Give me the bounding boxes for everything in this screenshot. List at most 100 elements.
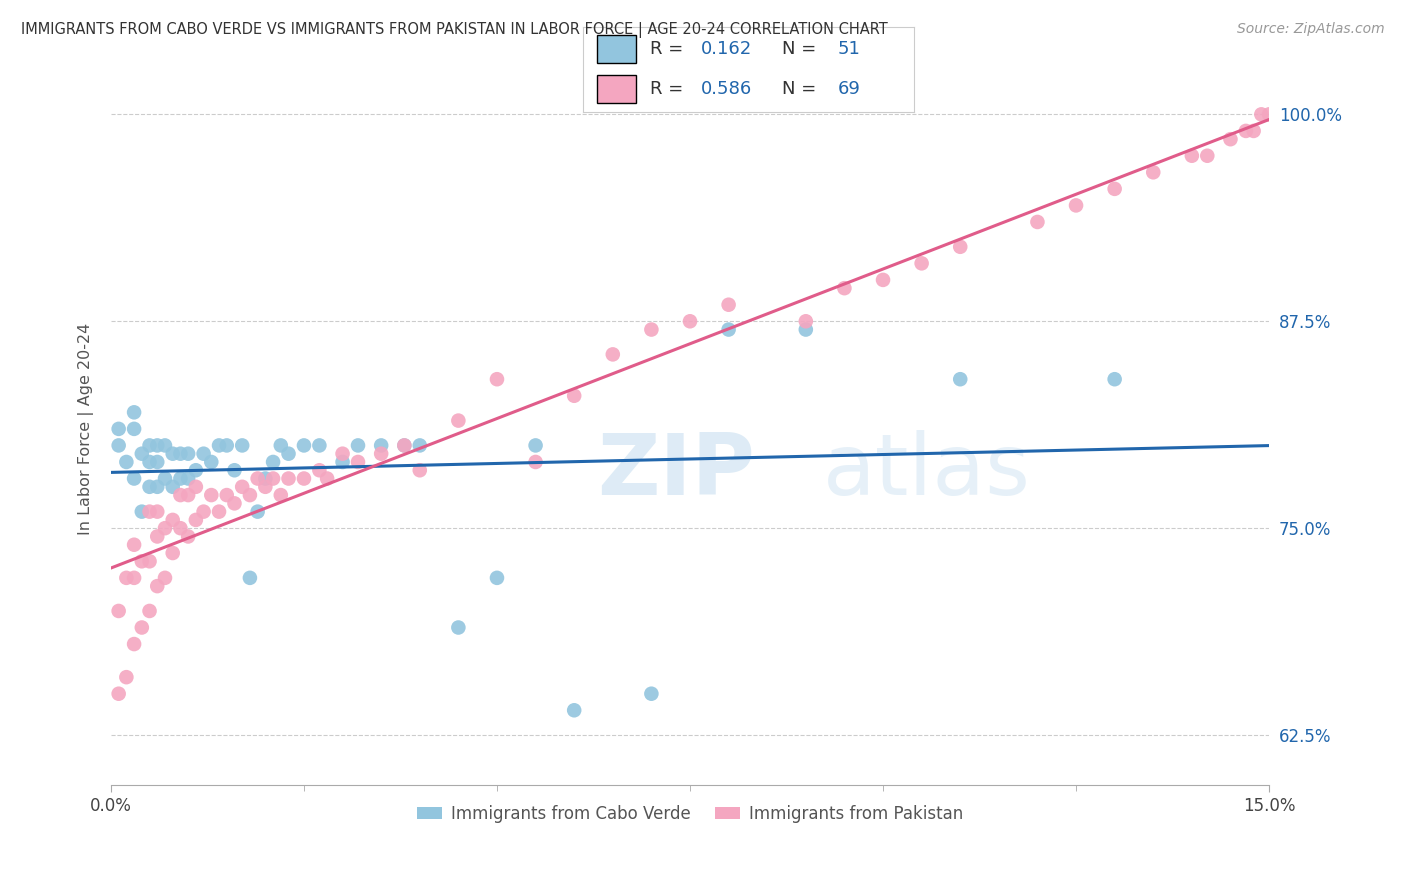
Point	[131, 505, 153, 519]
Point	[370, 438, 392, 452]
Point	[224, 496, 246, 510]
Point	[409, 438, 432, 452]
Point	[138, 438, 160, 452]
Point	[1104, 182, 1126, 196]
Point	[409, 463, 432, 477]
Point	[122, 471, 145, 485]
Point	[347, 455, 370, 469]
Point	[277, 471, 299, 485]
Point	[794, 314, 817, 328]
Text: 0.586: 0.586	[700, 80, 752, 98]
Point	[146, 480, 169, 494]
Point	[146, 455, 169, 469]
Point	[1026, 215, 1049, 229]
Point	[246, 471, 269, 485]
Point	[107, 422, 129, 436]
Text: Source: ZipAtlas.com: Source: ZipAtlas.com	[1237, 22, 1385, 37]
Point	[602, 347, 624, 361]
Point	[215, 488, 238, 502]
Point	[277, 447, 299, 461]
Point	[153, 571, 176, 585]
Point	[200, 488, 222, 502]
Point	[231, 438, 253, 452]
Point	[184, 480, 207, 494]
Point	[1234, 124, 1257, 138]
Text: atlas: atlas	[823, 430, 1031, 513]
Point	[115, 571, 138, 585]
Point	[184, 513, 207, 527]
Point	[562, 703, 585, 717]
Point	[834, 281, 856, 295]
Point	[138, 604, 160, 618]
Point	[485, 372, 508, 386]
Point	[177, 529, 200, 543]
Text: 0.162: 0.162	[700, 40, 752, 58]
Text: R =: R =	[650, 80, 683, 98]
Point	[162, 546, 184, 560]
Point	[1104, 372, 1126, 386]
Point	[146, 438, 169, 452]
Point	[717, 322, 740, 336]
Point	[138, 554, 160, 568]
Point	[115, 670, 138, 684]
Point	[246, 505, 269, 519]
Point	[131, 620, 153, 634]
Point	[347, 438, 370, 452]
Point	[162, 447, 184, 461]
Point	[485, 571, 508, 585]
Point	[254, 480, 277, 494]
Point	[184, 463, 207, 477]
Point	[270, 488, 292, 502]
Point	[131, 447, 153, 461]
Point	[177, 488, 200, 502]
Point	[308, 463, 330, 477]
Point	[524, 455, 547, 469]
Point	[1197, 149, 1219, 163]
Point	[292, 471, 315, 485]
Point	[122, 538, 145, 552]
Text: 69: 69	[838, 80, 860, 98]
Point	[177, 471, 200, 485]
Point	[131, 554, 153, 568]
Point	[794, 322, 817, 336]
Point	[107, 604, 129, 618]
Point	[193, 505, 215, 519]
Point	[254, 471, 277, 485]
Point	[270, 438, 292, 452]
Text: IMMIGRANTS FROM CABO VERDE VS IMMIGRANTS FROM PAKISTAN IN LABOR FORCE | AGE 20-2: IMMIGRANTS FROM CABO VERDE VS IMMIGRANTS…	[21, 22, 887, 38]
Point	[447, 414, 470, 428]
Point	[107, 438, 129, 452]
Point	[153, 438, 176, 452]
Point	[1064, 198, 1087, 212]
Point	[1243, 124, 1265, 138]
Point	[394, 438, 416, 452]
FancyBboxPatch shape	[596, 36, 637, 63]
Text: N =: N =	[782, 40, 815, 58]
Point	[122, 405, 145, 419]
Point	[949, 240, 972, 254]
Point	[949, 372, 972, 386]
Point	[394, 438, 416, 452]
Text: ZIP: ZIP	[598, 430, 755, 513]
Point	[122, 637, 145, 651]
Point	[162, 480, 184, 494]
Point	[138, 455, 160, 469]
Point	[640, 322, 662, 336]
Point	[208, 505, 231, 519]
Point	[122, 422, 145, 436]
Point	[562, 389, 585, 403]
Point	[169, 471, 191, 485]
Legend: Immigrants from Cabo Verde, Immigrants from Pakistan: Immigrants from Cabo Verde, Immigrants f…	[411, 798, 970, 830]
Point	[177, 447, 200, 461]
Point	[262, 471, 284, 485]
Point	[208, 438, 231, 452]
Point	[262, 455, 284, 469]
Point	[153, 471, 176, 485]
Point	[1219, 132, 1241, 146]
Point	[332, 455, 354, 469]
Point	[679, 314, 702, 328]
Point	[717, 298, 740, 312]
Point	[370, 447, 392, 461]
Point	[215, 438, 238, 452]
Point	[169, 447, 191, 461]
